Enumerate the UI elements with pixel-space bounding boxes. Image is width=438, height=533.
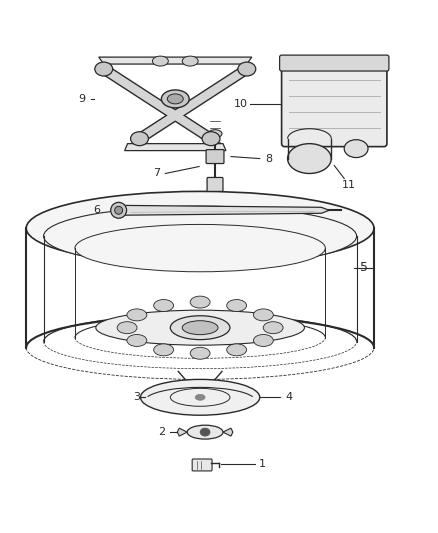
Polygon shape — [177, 428, 187, 436]
Ellipse shape — [115, 206, 123, 214]
Ellipse shape — [288, 144, 331, 173]
Ellipse shape — [200, 428, 210, 436]
Ellipse shape — [127, 309, 147, 321]
Ellipse shape — [187, 425, 223, 439]
Ellipse shape — [190, 296, 210, 308]
Ellipse shape — [254, 309, 273, 321]
FancyBboxPatch shape — [206, 150, 224, 164]
Text: 5: 5 — [360, 262, 368, 274]
Ellipse shape — [131, 132, 148, 146]
Text: 3: 3 — [133, 392, 140, 402]
Ellipse shape — [254, 335, 273, 346]
Ellipse shape — [227, 344, 247, 356]
Ellipse shape — [152, 56, 168, 66]
Ellipse shape — [167, 94, 183, 104]
Ellipse shape — [141, 379, 260, 415]
FancyBboxPatch shape — [282, 61, 387, 147]
FancyBboxPatch shape — [207, 177, 223, 191]
Ellipse shape — [344, 140, 368, 158]
Text: 9: 9 — [78, 94, 85, 104]
Ellipse shape — [26, 191, 374, 265]
Text: 2: 2 — [158, 427, 165, 437]
Ellipse shape — [208, 130, 222, 138]
Ellipse shape — [161, 90, 189, 108]
Ellipse shape — [190, 348, 210, 359]
Ellipse shape — [182, 321, 218, 335]
Ellipse shape — [111, 203, 127, 218]
Text: 10: 10 — [234, 99, 248, 109]
Polygon shape — [124, 144, 226, 151]
Ellipse shape — [195, 394, 205, 400]
FancyBboxPatch shape — [192, 459, 212, 471]
Text: 4: 4 — [285, 392, 292, 402]
Ellipse shape — [238, 62, 256, 76]
Ellipse shape — [263, 322, 283, 334]
Text: 7: 7 — [153, 168, 160, 179]
FancyBboxPatch shape — [279, 55, 389, 71]
Ellipse shape — [227, 300, 247, 311]
Ellipse shape — [95, 62, 113, 76]
Ellipse shape — [182, 56, 198, 66]
Text: 6: 6 — [93, 205, 100, 215]
Ellipse shape — [202, 132, 220, 146]
Polygon shape — [223, 428, 233, 436]
Polygon shape — [111, 205, 329, 215]
Text: 1: 1 — [259, 459, 266, 469]
Ellipse shape — [117, 322, 137, 334]
Polygon shape — [99, 57, 252, 64]
Text: 11: 11 — [342, 181, 356, 190]
Ellipse shape — [75, 224, 325, 272]
Ellipse shape — [96, 310, 304, 345]
Ellipse shape — [44, 206, 357, 266]
Ellipse shape — [127, 335, 147, 346]
Text: 8: 8 — [265, 154, 272, 164]
Ellipse shape — [154, 300, 173, 311]
Ellipse shape — [170, 316, 230, 340]
Ellipse shape — [154, 344, 173, 356]
